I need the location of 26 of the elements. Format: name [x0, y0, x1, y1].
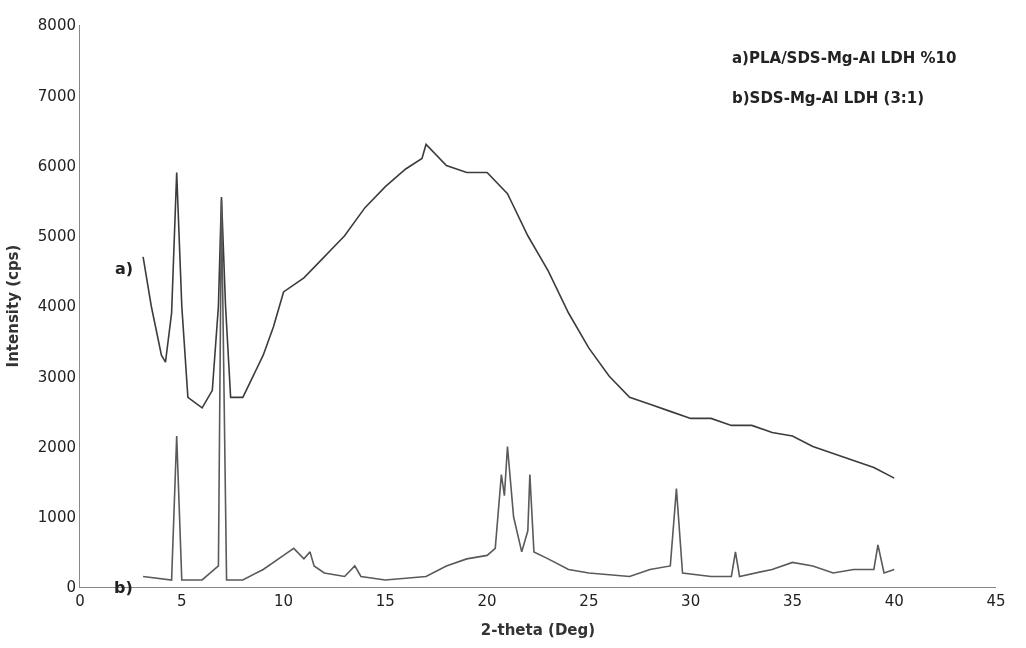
x-tick-label: 40	[884, 592, 904, 610]
y-tick-label: 2000	[37, 437, 76, 456]
annotation: b)SDS-Mg-Al LDH (3:1)	[732, 89, 925, 107]
y-tick-label: 4000	[37, 297, 76, 316]
x-tick-label: 25	[579, 592, 599, 610]
x-axis-title: 2-theta (Deg)	[480, 621, 596, 639]
x-tick-label: 5	[177, 592, 187, 610]
y-tick-label: 7000	[37, 86, 76, 105]
y-tick-label: 8000	[37, 16, 76, 35]
x-tick-label: 30	[681, 592, 701, 610]
line-series	[142, 143, 896, 479]
y-tick-label: 3000	[37, 367, 76, 386]
x-tick-label: 45	[986, 592, 1006, 610]
x-tick-label: 10	[274, 592, 294, 610]
y-tick-label: 6000	[37, 156, 76, 175]
y-tick-label: 5000	[37, 227, 76, 245]
annotation: a)PLA/SDS-Mg-Al LDH %10	[732, 49, 957, 67]
y-tick-label: 0	[66, 578, 76, 597]
x-tick-label: 15	[375, 592, 395, 610]
line-series	[142, 199, 896, 581]
annotation: b)	[114, 578, 133, 597]
y-axis-title: Intensity (cps)	[4, 244, 23, 368]
x-tick-label: 20	[477, 592, 497, 610]
y-tick-label: 1000	[37, 508, 76, 526]
annotation: a)	[115, 259, 134, 278]
x-tick-label: 35	[782, 592, 802, 610]
